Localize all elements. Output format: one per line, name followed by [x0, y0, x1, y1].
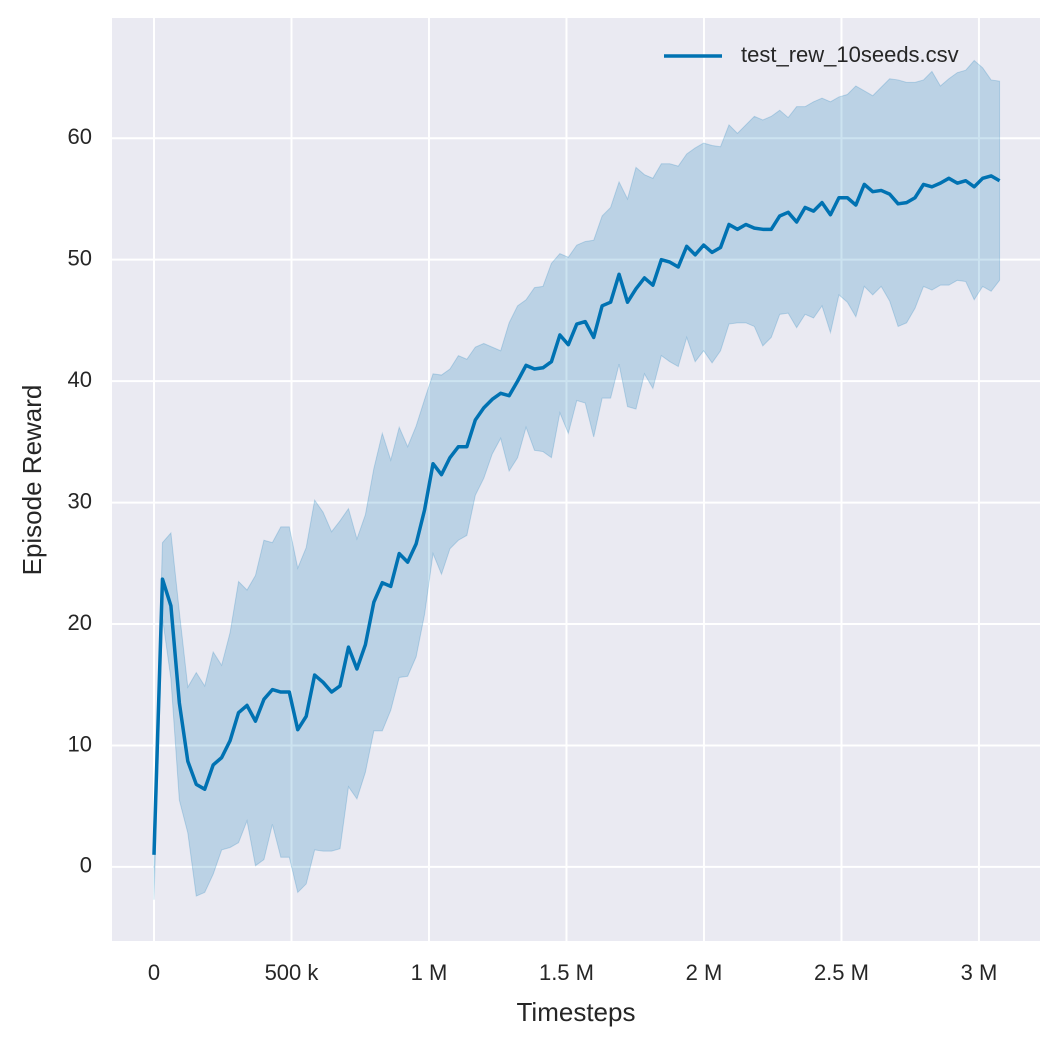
- x-tick-label: 1 M: [411, 960, 448, 985]
- x-tick-label: 500 k: [265, 960, 320, 985]
- marks: [152, 59, 1001, 900]
- y-tick-label: 40: [68, 367, 92, 392]
- x-tick-label: 3 M: [961, 960, 998, 985]
- y-tick-label: 60: [68, 124, 92, 149]
- y-tick-label: 50: [68, 245, 92, 270]
- y-axis-label: Episode Reward: [17, 385, 47, 576]
- y-tick-label: 0: [80, 853, 92, 878]
- y-tick-label: 20: [68, 610, 92, 635]
- plot-area: [112, 18, 1040, 941]
- x-tick-label: 0: [148, 960, 160, 985]
- x-axis-label: Timesteps: [517, 997, 636, 1027]
- line: [152, 174, 1001, 855]
- x-tick-label: 2.5 M: [814, 960, 869, 985]
- x-tick-label: 2 M: [686, 960, 723, 985]
- confidence-band: [153, 59, 1001, 900]
- legend-label: test_rew_10seeds.csv: [741, 42, 959, 67]
- x-tick-label: 1.5 M: [539, 960, 594, 985]
- y-tick-label: 10: [68, 731, 92, 756]
- y-tick-label: 30: [68, 488, 92, 513]
